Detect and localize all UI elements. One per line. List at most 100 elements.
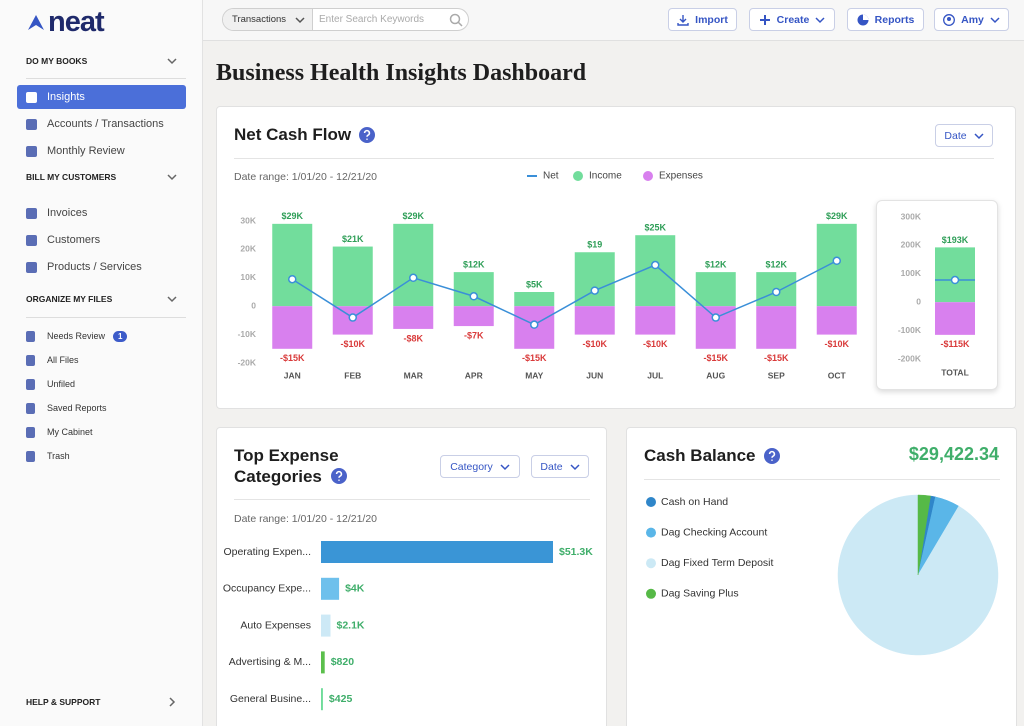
chevron-line [990, 16, 1000, 23]
filter-label: Date [540, 460, 563, 473]
chevron [169, 697, 176, 707]
card-title: Net Cash Flow [234, 125, 376, 145]
chevron [167, 174, 177, 181]
card-title-text: Top Expense Categories [234, 446, 339, 486]
chevron [500, 463, 510, 470]
nav-item[interactable]: Accounts / Transactions [17, 112, 186, 136]
nav-icon [26, 402, 35, 414]
search-scope[interactable]: Transactions [223, 9, 313, 30]
nav-icon [26, 261, 37, 273]
date-filter[interactable]: Date [531, 455, 589, 478]
cash-balance-card: Cash Balance $29,422.34 [626, 427, 1017, 726]
reports-button[interactable]: Reports [847, 8, 924, 31]
page-title: Business Health Insights Dashboard [216, 60, 587, 86]
nav-item[interactable]: Unfiled [17, 372, 186, 396]
chevron-line [169, 697, 176, 707]
nav-label: Monthly Review [47, 145, 125, 157]
user-icon-head [947, 16, 952, 21]
help-icon-mark [363, 129, 371, 140]
chevron-line [974, 132, 984, 139]
date-range: Date range: 1/01/20 - 12/21/20 [234, 171, 378, 183]
help-icon-mark [768, 450, 775, 461]
reports-icon-slice [862, 14, 869, 20]
divider [234, 158, 994, 159]
topbar: Transactions Enter Search Keywords Impor… [203, 0, 1024, 41]
date-range: Date range: 1/01/20 - 12/21/20 [234, 513, 378, 525]
help-link[interactable]: HELP & SUPPORT [26, 697, 101, 707]
nav-icon [26, 145, 37, 157]
nav-icon [26, 207, 37, 219]
chevron [167, 296, 177, 303]
search-icon [449, 13, 463, 27]
chevron-line [500, 463, 510, 470]
nav-label: Unfiled [47, 379, 76, 389]
nav-label: Needs Review [47, 331, 106, 341]
search-placeholder: Enter Search Keywords [319, 14, 425, 25]
user-button[interactable]: Amy [934, 8, 1009, 31]
chevron-line [570, 463, 580, 470]
user-icon [943, 13, 956, 26]
chevron-line [167, 296, 177, 303]
category-filter[interactable]: Category [440, 455, 520, 478]
chevron [167, 58, 177, 65]
nav-item-active[interactable]: Insights [17, 85, 186, 109]
reports-icon [857, 14, 869, 25]
nav-icon [26, 91, 37, 103]
nav-icon [26, 330, 35, 342]
search-box[interactable]: Transactions Enter Search Keywords [222, 8, 469, 31]
date-filter[interactable]: Date [935, 124, 993, 147]
button-label: Amy [961, 13, 984, 26]
chevron-line [295, 17, 305, 24]
card-title-text: Cash Balance [644, 446, 756, 465]
balance-amount: $29,422.34 [908, 444, 999, 464]
chevron-line [167, 58, 177, 65]
nav-icon [26, 234, 37, 246]
section-title[interactable]: DO MY BOOKS [26, 56, 88, 66]
filter-label: Date [944, 129, 967, 142]
divider [234, 499, 590, 500]
button-label: Create [776, 13, 810, 26]
nav-icon [26, 378, 35, 390]
nav-item[interactable]: Trash [17, 444, 186, 468]
search-icon-circle [449, 13, 461, 25]
chevron [570, 463, 580, 470]
card-title: Cash Balance [644, 446, 780, 466]
nav-icon [26, 450, 35, 462]
logo[interactable]: neat [48, 6, 105, 38]
plus-icon-path [759, 14, 770, 25]
badge: 1 [113, 330, 128, 342]
create-button[interactable]: Create [749, 8, 835, 31]
import-button[interactable]: Import [668, 8, 737, 31]
nav-item[interactable]: Products / Services [17, 255, 186, 279]
chevron [815, 16, 825, 23]
card-title: Top Expense Categories [234, 445, 374, 487]
nav-item[interactable]: Saved Reports [17, 396, 186, 420]
section-title[interactable]: BILL MY CUSTOMERS [26, 172, 117, 182]
nav-item[interactable]: Customers [17, 228, 186, 252]
nav-item[interactable]: Invoices [17, 201, 186, 225]
help-icon[interactable] [330, 468, 347, 484]
chevron-line [167, 174, 177, 181]
help-icon[interactable] [763, 448, 780, 464]
logo-shape [28, 15, 44, 30]
nav-label: Saved Reports [47, 403, 107, 413]
search-icon-handle [457, 21, 463, 27]
chevron-line [815, 16, 825, 23]
section-title[interactable]: ORGANIZE MY FILES [26, 294, 113, 304]
divider [26, 317, 186, 318]
help-icon[interactable] [359, 127, 376, 143]
import-icon-path [677, 14, 689, 26]
card-title-text: Net Cash Flow [234, 125, 352, 144]
nav-item[interactable]: My Cabinet [17, 420, 186, 444]
nav-label: Invoices [47, 207, 88, 219]
nav-item[interactable]: Monthly Review [17, 139, 186, 163]
logo-mark [28, 15, 44, 30]
filter-label: Category [450, 460, 493, 473]
nav-item[interactable]: Needs Review 1 [17, 324, 186, 348]
total-panel [876, 200, 998, 390]
divider [644, 479, 1000, 480]
nav-icon [26, 354, 35, 366]
nav-label: My Cabinet [47, 427, 93, 437]
nav-item[interactable]: All Files [17, 348, 186, 372]
